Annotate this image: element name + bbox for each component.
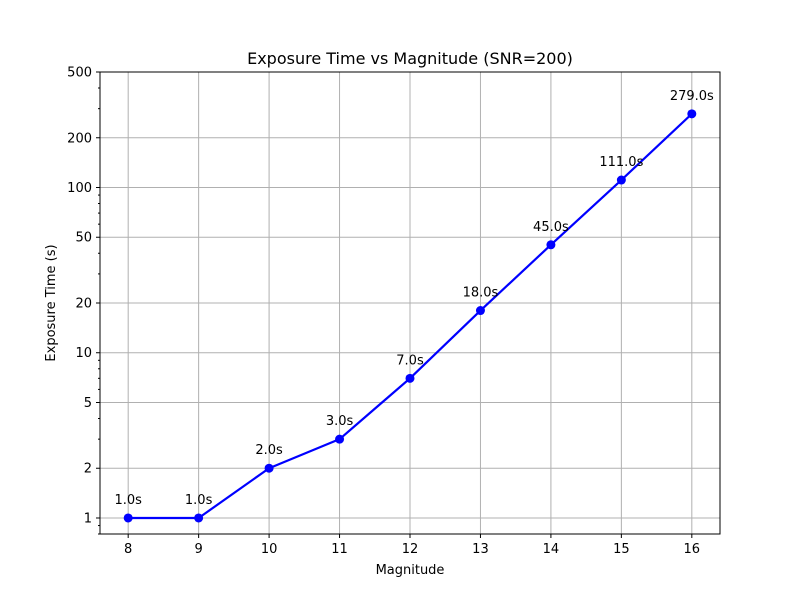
y-tick-label: 10 [75, 346, 92, 361]
data-point [335, 434, 345, 444]
y-tick-label: 100 [67, 181, 92, 196]
data-point [546, 240, 556, 250]
y-tick-label: 20 [75, 297, 92, 312]
x-tick-label: 12 [402, 542, 419, 557]
data-label: 1.0s [185, 493, 213, 508]
data-label: 279.0s [670, 89, 714, 104]
x-tick-label: 15 [613, 542, 630, 557]
data-label: 18.0s [463, 286, 499, 301]
data-label: 7.0s [396, 353, 424, 368]
x-tick-label: 11 [331, 542, 348, 557]
data-label: 1.0s [114, 493, 142, 508]
data-label: 2.0s [255, 443, 283, 458]
grid-lines [100, 71, 720, 534]
y-tick-label: 200 [67, 131, 92, 146]
x-tick-label: 9 [194, 542, 202, 557]
series-layer [123, 109, 697, 523]
x-tick-label: 8 [124, 542, 132, 557]
y-tick-label: 5 [84, 396, 92, 411]
x-tick-label: 16 [684, 542, 701, 557]
data-label: 45.0s [533, 220, 569, 235]
y-tick-label: 500 [67, 66, 92, 81]
data-point [405, 373, 415, 383]
y-tick-label: 1 [84, 511, 92, 526]
x-tick-label: 10 [261, 542, 278, 557]
data-point [475, 306, 485, 316]
data-labels: 1.0s 1.0s 2.0s 3.0s 7.0s 18.0s 45.0s 111.0s 279.… [114, 89, 714, 508]
data-point [123, 513, 133, 523]
data-point [264, 463, 274, 473]
y-tick-label: 2 [84, 462, 92, 477]
y-tick-label: 50 [75, 231, 92, 246]
x-tick-label: 13 [472, 542, 489, 557]
data-label: 3.0s [326, 414, 354, 429]
data-point [687, 109, 697, 119]
x-tick-label: 14 [543, 542, 560, 557]
y-axis-label: Exposure Time (s) [44, 244, 59, 361]
x-axis-label: Magnitude [376, 563, 445, 578]
chart-title: Exposure Time vs Magnitude (SNR=200) [247, 49, 573, 68]
data-point [194, 513, 204, 523]
data-point [616, 175, 626, 185]
data-label: 111.0s [599, 155, 643, 170]
